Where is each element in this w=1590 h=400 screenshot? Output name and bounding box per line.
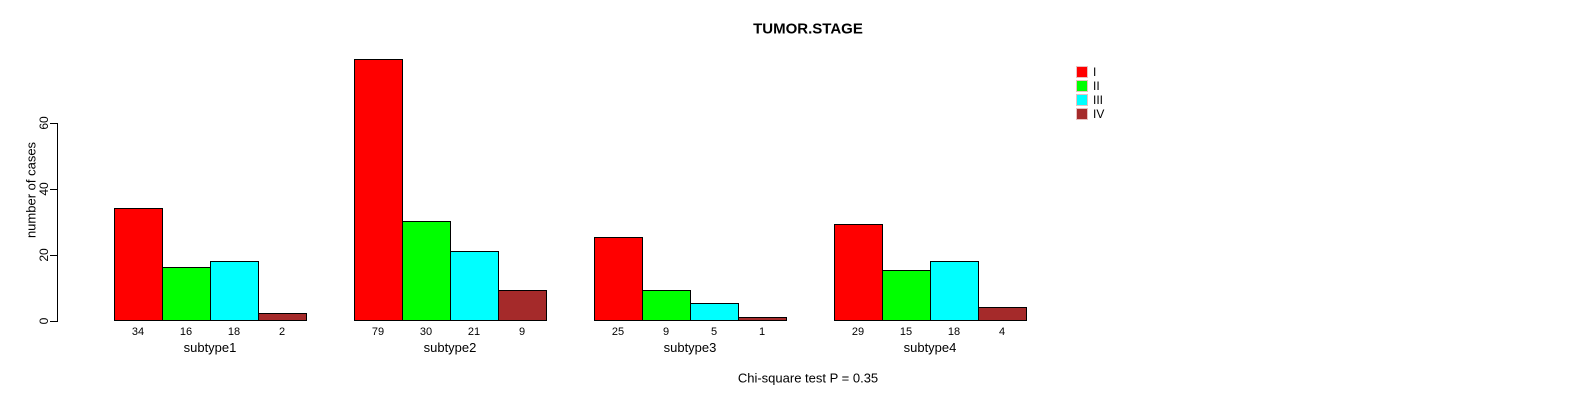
legend: I II III IV xyxy=(1076,65,1104,121)
y-tick-label: 60 xyxy=(37,116,51,130)
bar-value-label: 9 xyxy=(518,326,526,338)
x-category-label: subtype1 xyxy=(183,340,237,355)
legend-item-IV: IV xyxy=(1076,107,1104,121)
bar-subtype4-IV xyxy=(978,307,1027,321)
bar-value-label: 5 xyxy=(710,326,718,338)
y-tick xyxy=(50,123,57,124)
bar-subtype1-III xyxy=(210,261,259,321)
y-tick xyxy=(50,189,57,190)
bar-value-label: 9 xyxy=(662,326,670,338)
bar-subtype1-I xyxy=(114,208,163,321)
x-category-label: subtype2 xyxy=(423,340,477,355)
bar-value-label: 21 xyxy=(467,326,481,338)
y-tick xyxy=(50,321,57,322)
bar-value-label: 1 xyxy=(758,326,766,338)
x-category-label: subtype3 xyxy=(663,340,717,355)
bar-subtype1-II xyxy=(162,267,211,321)
bar-value-label: 29 xyxy=(851,326,865,338)
bar-subtype4-I xyxy=(834,224,883,321)
legend-label: IV xyxy=(1093,107,1105,121)
legend-label: II xyxy=(1093,79,1100,93)
bar-subtype4-II xyxy=(882,270,931,321)
y-tick-label: 0 xyxy=(37,317,51,325)
bar-value-label: 34 xyxy=(131,326,145,338)
bar-subtype4-III xyxy=(930,261,979,321)
y-axis-line xyxy=(57,123,58,322)
legend-item-III: III xyxy=(1076,93,1104,107)
bar-value-label: 16 xyxy=(179,326,193,338)
y-tick-label: 40 xyxy=(37,182,51,196)
bar-subtype3-III xyxy=(690,303,739,321)
bar-value-label: 25 xyxy=(611,326,625,338)
bar-subtype2-III xyxy=(450,251,499,321)
bar-value-label: 4 xyxy=(998,326,1006,338)
bar-value-label: 15 xyxy=(899,326,913,338)
bar-subtype3-II xyxy=(642,290,691,321)
legend-swatch-icon xyxy=(1076,108,1088,120)
bar-subtype1-IV xyxy=(258,313,307,321)
legend-item-I: I xyxy=(1076,65,1104,79)
x-category-label: subtype4 xyxy=(903,340,957,355)
legend-label: I xyxy=(1093,65,1097,79)
legend-item-II: II xyxy=(1076,79,1104,93)
legend-swatch-icon xyxy=(1076,66,1088,78)
bar-subtype2-I xyxy=(354,59,403,321)
bar-subtype3-IV xyxy=(738,317,787,321)
y-tick xyxy=(50,255,57,256)
legend-label: III xyxy=(1093,93,1104,107)
bar-subtype2-II xyxy=(402,221,451,321)
bar-value-label: 2 xyxy=(278,326,286,338)
bar-value-label: 18 xyxy=(947,326,961,338)
bar-value-label: 18 xyxy=(227,326,241,338)
legend-swatch-icon xyxy=(1076,94,1088,106)
bar-value-label: 79 xyxy=(371,326,385,338)
bar-value-label: 30 xyxy=(419,326,433,338)
bar-subtype2-IV xyxy=(498,290,547,321)
chart-title: TUMOR.STAGE xyxy=(753,20,863,38)
chi-square-note: Chi-square test P = 0.35 xyxy=(737,370,879,386)
y-tick-label: 20 xyxy=(37,248,51,262)
bar-subtype3-I xyxy=(594,237,643,321)
legend-swatch-icon xyxy=(1076,80,1088,92)
